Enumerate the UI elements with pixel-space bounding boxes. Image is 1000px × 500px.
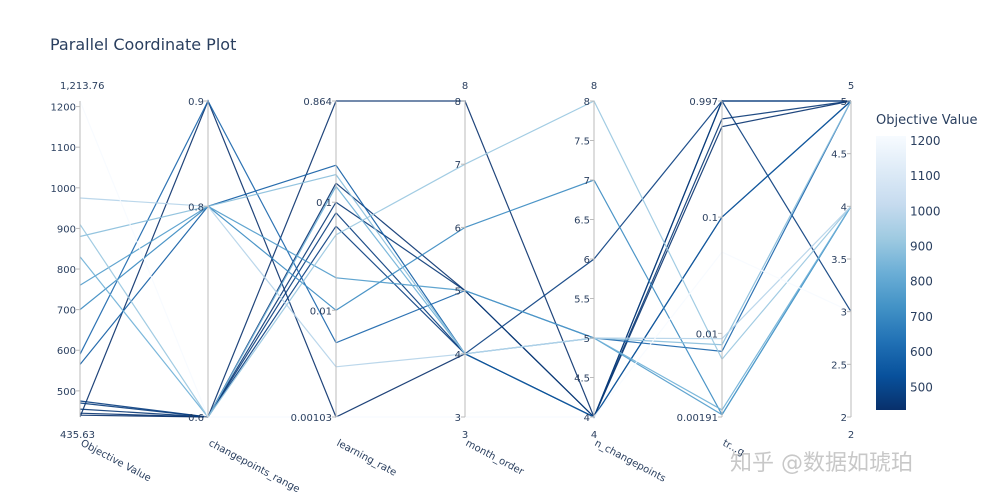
- axis-tick-label: 8: [584, 97, 590, 108]
- colorbar-tick-label: 1100: [910, 169, 941, 183]
- colorbar-tick-label: 600: [910, 345, 933, 359]
- axis-tick-label: 0.1: [316, 198, 332, 209]
- axis-tick-label: 500: [57, 387, 76, 398]
- axis-tick-label: 2.5: [831, 360, 847, 371]
- axis-tick-label: 4: [841, 202, 847, 213]
- axis-max-label: 8: [591, 81, 597, 92]
- colorbar-tick-label: 800: [910, 275, 933, 289]
- axis-tick-label: 0.997: [689, 97, 718, 108]
- axis-min-label: 3: [462, 430, 468, 441]
- axis-tick-label: 900: [57, 224, 76, 235]
- axis-title: learning_rate: [335, 438, 399, 479]
- axis-Objective Value[interactable]: 1200 1100 1000 900 800 700 600 500 1,213.76 435.6…: [51, 81, 153, 484]
- axis-tick-label: 1200: [51, 103, 76, 114]
- axis-min-label: 4: [591, 430, 597, 441]
- watermark: 知乎 @数据如琥珀: [730, 451, 913, 476]
- axis-tick-label: 700: [57, 306, 76, 317]
- chart-title: Parallel Coordinate Plot: [50, 35, 236, 54]
- axis-tick-label: 0.1: [702, 213, 718, 224]
- axis-tick-label: 0.9: [188, 97, 204, 108]
- colorbar-gradient: [876, 136, 906, 410]
- axis-tick-label: 6: [455, 223, 461, 234]
- axis-tick-label: 3.5: [831, 255, 847, 266]
- axis-tick-label: 5: [584, 334, 590, 345]
- axis-tick-label: 1100: [51, 143, 76, 154]
- colorbar-title: Objective Value: [876, 113, 977, 128]
- colorbar: Objective Value 1200 1100 1000 900 800 700 600…: [876, 113, 977, 410]
- axis-tick-label: 3: [841, 308, 847, 319]
- axis-tick-label: 1000: [51, 184, 76, 195]
- axis-tick-label: 4: [455, 350, 461, 361]
- axis-min-label: 435.63: [60, 430, 95, 441]
- axis-unnamed[interactable]: 5 4.5 4 3.5 3 2.5 2 5 2: [831, 81, 854, 441]
- colorbar-ticks: 1200 1100 1000 900 800 700 600 500: [910, 134, 941, 394]
- axis-title: n_changepoints: [593, 438, 668, 485]
- axis-tick-label: 4.5: [831, 150, 847, 161]
- axis-tick-label: 5: [455, 287, 461, 298]
- axis-tick-label: 7.5: [574, 137, 590, 148]
- axis-max-label: 5: [848, 81, 854, 92]
- axis-tick-label: 3: [455, 413, 461, 424]
- axis-title: changepoints_range: [207, 438, 302, 495]
- axis-tick-label: 2: [841, 413, 847, 424]
- axis-tick-label: 5.5: [574, 295, 590, 306]
- axis-tick-label: 800: [57, 265, 76, 276]
- colorbar-tick-label: 700: [910, 310, 933, 324]
- axis-tick-label: 0.00191: [677, 413, 718, 424]
- axis-title: Objective Value: [79, 438, 153, 484]
- axis-changepoints_range[interactable]: 0.9 0.8 0.6 changepoints_range: [188, 97, 301, 495]
- axis-tick-label: 600: [57, 346, 76, 357]
- colorbar-tick-label: 900: [910, 239, 933, 253]
- axis-max-label: 1,213.76: [60, 81, 105, 92]
- axis-tick-label: 6: [584, 255, 590, 266]
- colorbar-tick-label: 1200: [910, 134, 941, 148]
- axis-tick-label: 0.864: [303, 97, 332, 108]
- axis-tick-label: 0.01: [696, 329, 718, 340]
- axis-tick-label: 0.00103: [291, 413, 332, 424]
- axis-tick-label: 0.8: [188, 202, 204, 213]
- axis-tick-label: 7: [455, 160, 461, 171]
- axis-min-label: 2: [848, 430, 854, 441]
- axis-tick-label: 7: [584, 176, 590, 187]
- axis-tick-label: 4: [584, 413, 590, 424]
- colorbar-tick-label: 500: [910, 380, 933, 394]
- axis-tick-label: 4.5: [574, 374, 590, 385]
- axis-max-label: 8: [462, 81, 468, 92]
- axis-tick-label: 8: [455, 97, 461, 108]
- axis-tick-label: 5: [841, 97, 847, 108]
- axis-title: month_order: [464, 438, 527, 478]
- colorbar-tick-label: 1000: [910, 204, 941, 218]
- axis-tick-label: 0.01: [310, 306, 332, 317]
- axes: 1200 1100 1000 900 800 700 600 500 1,213.76 435.6…: [51, 81, 855, 495]
- axis-tick-label: 6.5: [574, 216, 590, 227]
- axis-tick-label: 0.6: [188, 413, 204, 424]
